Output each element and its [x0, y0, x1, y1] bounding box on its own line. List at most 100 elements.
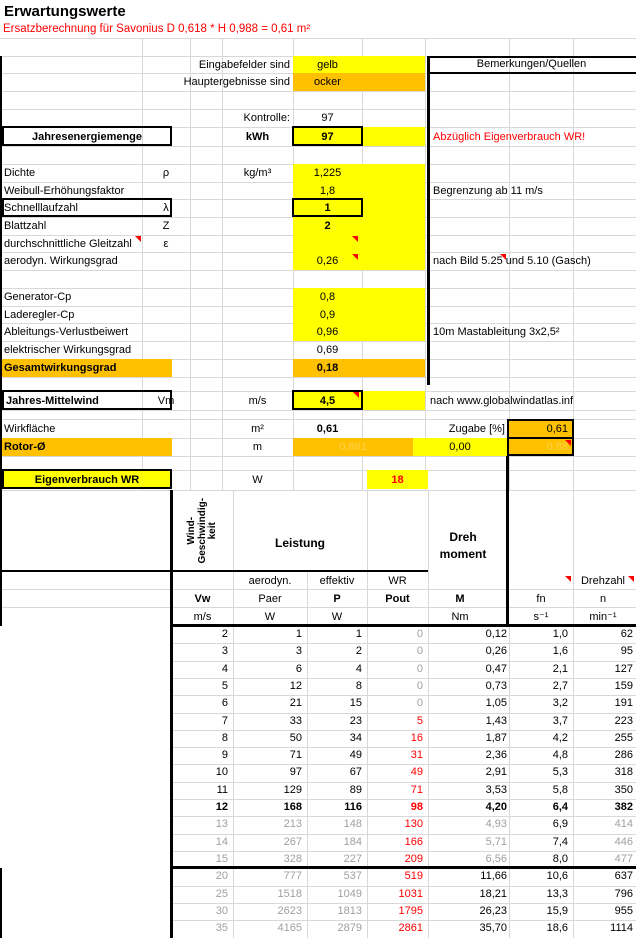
table-cell: 328	[283, 852, 302, 865]
param-label: Weibull-Erhöhungsfaktor	[4, 185, 125, 197]
table-cell: 2,1	[552, 662, 568, 675]
table-cell: 446	[614, 835, 633, 848]
table-cell: 11,66	[480, 870, 507, 883]
energy-value-box[interactable]	[292, 126, 363, 146]
param-value[interactable]: 0,9	[319, 309, 336, 321]
col-unit-paer: W	[264, 611, 276, 623]
param-label: Gesamtwirkungsgrad	[4, 362, 117, 374]
table-cell: 159	[614, 679, 633, 692]
table-cell: 3	[295, 645, 302, 658]
table-cell: 10	[215, 766, 228, 779]
energy-label-box	[2, 126, 172, 146]
consumption-label-box	[2, 469, 172, 489]
gridline	[0, 455, 636, 457]
table-cell: 3,53	[485, 783, 507, 796]
table-cell: 6	[221, 697, 228, 710]
param-label: Ableitungs-Verlustbeiwert	[4, 326, 129, 338]
param-value[interactable]: 1,8	[319, 185, 336, 197]
energy-value-fill	[293, 127, 425, 146]
wind-value-box[interactable]	[292, 390, 363, 410]
table-row: 4 6 4 0 0,47 2,1 127	[172, 661, 636, 678]
table-cell: 5,71	[485, 835, 507, 848]
power-group-header: Leistung	[275, 536, 325, 550]
gridline	[428, 490, 429, 571]
table-cell: 1114	[610, 922, 633, 935]
tsr-value-box[interactable]	[292, 198, 363, 217]
table-cell: 4,93	[485, 818, 507, 831]
gridline	[172, 660, 636, 662]
param-symbol: λ	[163, 202, 169, 214]
param-value[interactable]: 2	[324, 220, 331, 232]
comment-indicator-icon	[353, 392, 359, 398]
param-value[interactable]: 0,26	[316, 255, 339, 267]
table-cell: 15	[349, 697, 362, 710]
subtitle: Ersatzberechnung für Savonius D 0,618 * …	[3, 23, 311, 35]
legend-input-cell-fill	[293, 56, 425, 73]
energy-label: Jahresenergiemenge	[31, 131, 143, 143]
wind-unit: m/s	[248, 395, 267, 407]
col-header-m: M	[455, 593, 465, 605]
table-cell: 89	[349, 783, 362, 796]
wind-label: Jahres-Mittelwind	[6, 395, 99, 407]
rotor-boxed-fill	[509, 439, 572, 454]
kontrolle-value: 97	[321, 112, 334, 124]
legend-result-cell-fill	[293, 73, 425, 91]
gesamt-value-fill	[293, 359, 425, 377]
energy-remark: Abzüglich Eigenverbrauch WR!	[433, 131, 586, 143]
table-cell: 227	[343, 852, 362, 865]
gridline	[0, 91, 636, 92]
legend-input-value[interactable]: gelb	[317, 59, 338, 71]
table-cell: 184	[343, 835, 362, 848]
subheader-aerodyn: aerodyn.	[248, 575, 292, 587]
energy-value[interactable]: 97	[321, 131, 334, 143]
gridline	[172, 781, 636, 783]
gridline	[573, 571, 574, 626]
consumption-label: Eigenverbrauch WR	[34, 474, 140, 486]
table-cell: 3	[221, 645, 228, 658]
legend-result-label: Hauptergebnisse sind	[183, 76, 290, 88]
rotor-value-fill	[293, 438, 413, 456]
zugabe-box-divider	[508, 437, 573, 439]
table-cell: 6,56	[485, 852, 507, 865]
zugabe-value-fill	[509, 421, 572, 437]
rotor-zugabe-value[interactable]: 0,00	[449, 441, 471, 453]
border-rule	[0, 56, 2, 626]
table-cell: 95	[620, 645, 633, 658]
comment-indicator-icon	[565, 440, 571, 446]
subheader-effektiv: effektiv	[319, 575, 355, 587]
col-header-n: n	[599, 593, 607, 605]
table-cell: 49	[349, 749, 362, 762]
table-cell: 25	[215, 887, 228, 900]
consumption-value[interactable]: 18	[391, 474, 404, 486]
table-cell: 5,8	[552, 783, 568, 796]
param-value[interactable]: 0,8	[319, 291, 336, 303]
table-cell: 350	[614, 783, 633, 796]
gridline	[172, 799, 636, 800]
area-unit: m²	[251, 423, 264, 435]
param-label: Blattzahl	[4, 220, 47, 232]
gridline	[142, 38, 143, 490]
table-cell: 1,05	[485, 697, 507, 710]
zugabe-value[interactable]: 0,61	[546, 423, 568, 435]
legend-input-label: Eingabefelder sind	[198, 59, 290, 71]
param-value[interactable]: 1	[324, 202, 331, 214]
table-cell: 62	[620, 628, 633, 640]
param-value: 0,18	[316, 362, 339, 374]
legend-result-value[interactable]: ocker	[314, 76, 341, 88]
param-remark: nach Bild 5.25 und 5.10 (Gasch)	[433, 255, 591, 267]
gridline	[0, 607, 636, 608]
border-rule	[172, 624, 636, 627]
gridline	[367, 571, 368, 626]
torque-group-header-2: moment	[439, 547, 487, 561]
param-value[interactable]: 0,96	[316, 326, 339, 338]
param-value[interactable]: 1,225	[313, 167, 342, 179]
energy-unit: kWh	[245, 131, 270, 143]
gridline	[172, 643, 636, 645]
gridline	[172, 850, 636, 852]
table-cell: 50	[289, 731, 302, 744]
wind-value[interactable]: 4,5	[319, 395, 336, 407]
table-cell: 2	[355, 645, 362, 658]
gridline	[233, 490, 234, 571]
table-cell: 14	[215, 835, 228, 848]
power-table: 2 1 1 0 0,12 1,0 62 3 3 2 0 0,26 1,6 95 4 6 4 0 0,47 2,1 127…	[172, 626, 636, 938]
